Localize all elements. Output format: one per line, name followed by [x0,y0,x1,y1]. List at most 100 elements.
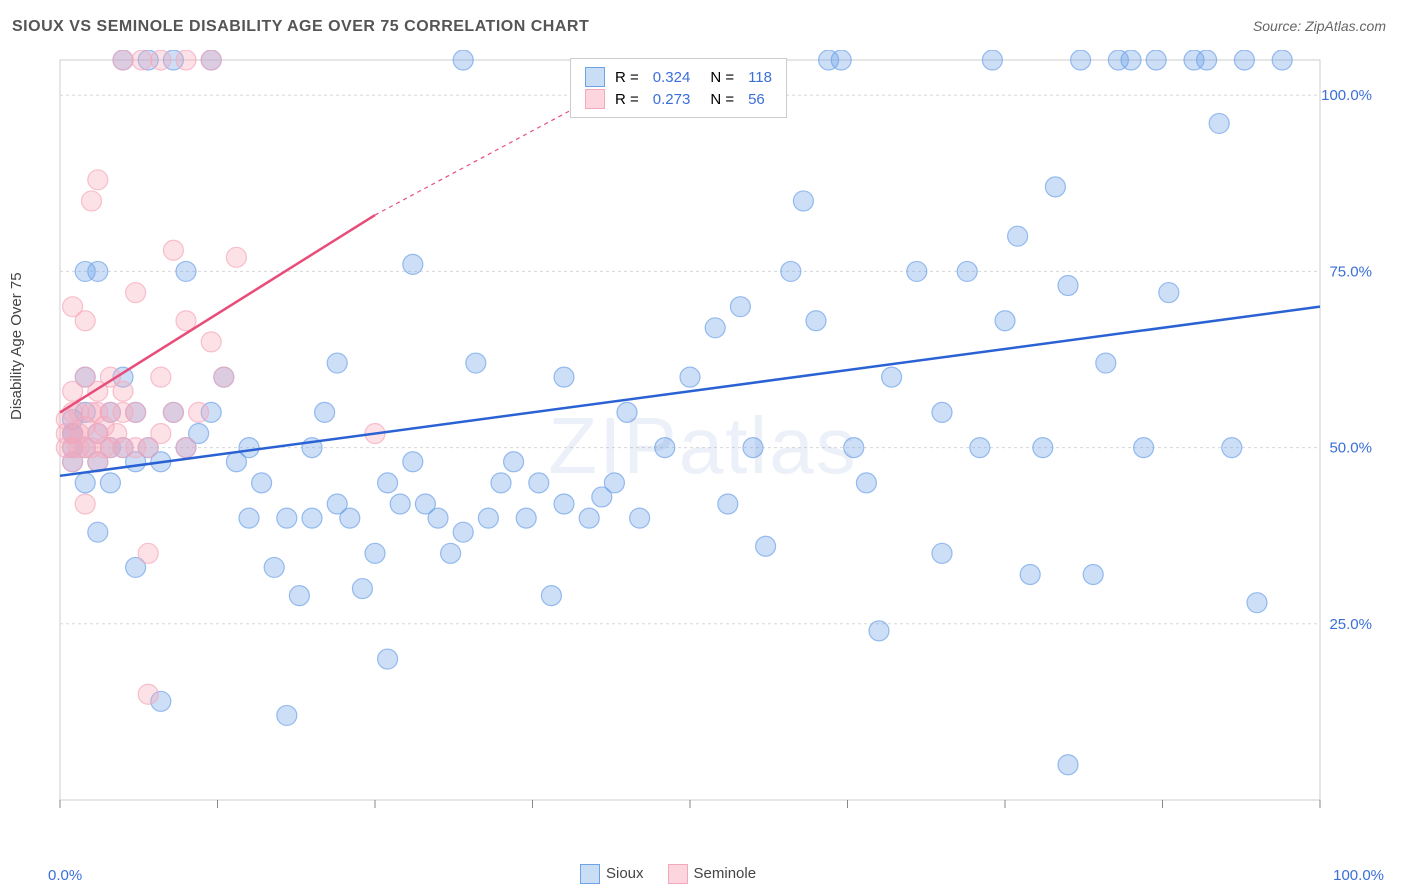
svg-text:100.0%: 100.0% [1321,87,1372,104]
data-point [163,240,183,260]
data-point [1083,564,1103,584]
data-point [151,367,171,387]
n-value: 56 [748,91,765,108]
data-point [126,283,146,303]
data-point [88,522,108,542]
data-point [214,367,234,387]
r-value: 0.324 [653,69,691,86]
data-point [1071,50,1091,70]
data-point [352,579,372,599]
data-point [705,318,725,338]
legend-row: R =0.273 N =56 [585,89,772,109]
legend-label: Sioux [606,865,644,882]
data-point [466,353,486,373]
data-point [1222,438,1242,458]
data-point [176,50,196,70]
data-point [239,438,259,458]
data-point [453,50,473,70]
data-point [730,297,750,317]
data-point [1234,50,1254,70]
data-point [277,508,297,528]
r-value: 0.273 [653,91,691,108]
data-point [554,494,574,514]
data-point [793,191,813,211]
data-point [289,586,309,606]
data-point [1045,177,1065,197]
data-point [138,543,158,563]
legend-label: Seminole [694,865,757,882]
chart-container: SIOUX VS SEMINOLE DISABILITY AGE OVER 75… [0,0,1406,892]
data-point [995,311,1015,331]
data-point [176,261,196,281]
data-point [1272,50,1292,70]
data-point [201,50,221,70]
data-point [1247,593,1267,613]
data-point [252,473,272,493]
data-point [201,332,221,352]
data-point [82,191,102,211]
data-point [151,424,171,444]
chart-title: SIOUX VS SEMINOLE DISABILITY AGE OVER 75… [12,18,589,36]
data-point [718,494,738,514]
data-point [428,508,448,528]
data-point [1008,226,1028,246]
data-point [163,402,183,422]
correlation-legend: R =0.324 N =118 R =0.273 N =56 [570,58,787,118]
r-label: R = [615,91,639,108]
x-axis-max-label: 100.0% [1333,867,1384,884]
data-point [907,261,927,281]
data-point [743,438,763,458]
data-point [781,261,801,281]
data-point [378,473,398,493]
data-point [441,543,461,563]
legend-row: R =0.324 N =118 [585,67,772,87]
data-point [1146,50,1166,70]
data-point [302,508,322,528]
legend-item: Sioux [580,864,644,884]
data-point [554,367,574,387]
data-point [189,402,209,422]
data-point [403,452,423,472]
series-legend: Sioux Seminole [580,864,756,884]
y-axis-label: Disability Age Over 75 [8,272,25,420]
data-point [88,170,108,190]
data-point [970,438,990,458]
data-point [378,649,398,669]
data-point [680,367,700,387]
data-point [516,508,536,528]
data-point [806,311,826,331]
data-point [856,473,876,493]
data-point [88,261,108,281]
data-point [1209,113,1229,133]
data-point [869,621,889,641]
data-point [1121,50,1141,70]
data-point [844,438,864,458]
data-point [390,494,410,514]
legend-swatch [668,864,688,884]
data-point [327,353,347,373]
scatter-plot: 25.0%50.0%75.0%100.0% [50,50,1380,830]
data-point [453,522,473,542]
data-point [315,402,335,422]
data-point [365,543,385,563]
data-point [604,473,624,493]
data-point [126,402,146,422]
data-point [756,536,776,556]
data-point [151,50,171,70]
data-point [655,438,675,458]
data-point [113,381,133,401]
data-point [491,473,511,493]
data-point [100,473,120,493]
data-point [957,261,977,281]
data-point [277,705,297,725]
legend-swatch [580,864,600,884]
data-point [982,50,1002,70]
data-point [264,557,284,577]
data-point [1058,276,1078,296]
data-point [1020,564,1040,584]
data-point [882,367,902,387]
data-point [831,50,851,70]
n-value: 118 [748,69,772,86]
data-point [113,50,133,70]
data-point [1197,50,1217,70]
